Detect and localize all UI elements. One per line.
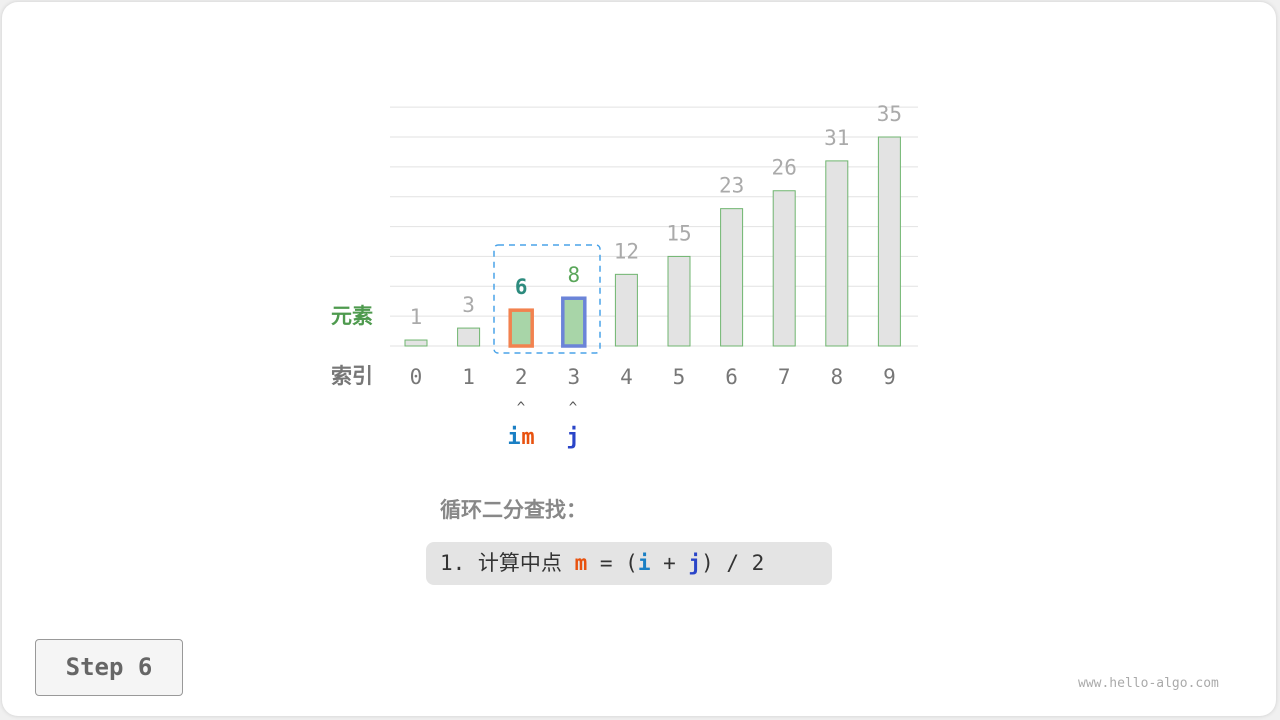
pointer-m: m bbox=[521, 425, 534, 450]
value-label-8: 31 bbox=[824, 126, 849, 150]
bar-8 bbox=[825, 160, 849, 347]
value-label-6: 23 bbox=[719, 174, 744, 198]
pointer-arrow-icon: ^ bbox=[569, 400, 577, 416]
element-row-label: 元素 bbox=[331, 304, 373, 328]
bar-3 bbox=[561, 296, 587, 348]
watermark: www.hello-algo.com bbox=[1078, 676, 1219, 691]
bar-0 bbox=[404, 339, 428, 347]
value-label-0: 1 bbox=[410, 305, 423, 329]
value-label-7: 26 bbox=[772, 156, 797, 180]
bar-6 bbox=[720, 208, 744, 347]
step-button[interactable]: Step 6 bbox=[35, 639, 183, 696]
index-label-7: 7 bbox=[778, 365, 791, 389]
search-range-box bbox=[493, 244, 601, 354]
bar-9 bbox=[877, 136, 901, 347]
bar-2 bbox=[508, 308, 534, 348]
value-label-9: 35 bbox=[877, 102, 902, 126]
index-label-5: 5 bbox=[673, 365, 686, 389]
bar-4 bbox=[614, 273, 638, 347]
code-prefix: 1. 计算中点 bbox=[440, 551, 575, 575]
pointer-arrow-icon: ^ bbox=[517, 400, 525, 416]
index-label-8: 8 bbox=[830, 365, 843, 389]
code-eq: = ( bbox=[587, 551, 638, 575]
index-row-label: 索引 bbox=[331, 364, 373, 388]
value-label-1: 3 bbox=[462, 293, 475, 317]
code-plus: + bbox=[650, 551, 689, 575]
pointer-j: j bbox=[566, 425, 579, 450]
index-label-9: 9 bbox=[883, 365, 896, 389]
code-suffix: ) / 2 bbox=[701, 551, 765, 575]
index-label-4: 4 bbox=[620, 365, 633, 389]
bar-1 bbox=[457, 327, 481, 347]
code-j: j bbox=[688, 551, 702, 575]
value-label-4: 12 bbox=[614, 239, 639, 263]
bar-5 bbox=[667, 255, 691, 347]
value-label-3: 8 bbox=[567, 263, 580, 287]
bar-7 bbox=[772, 190, 796, 347]
index-label-2: 2 bbox=[515, 365, 528, 389]
code-m: m bbox=[574, 551, 588, 575]
index-label-0: 0 bbox=[410, 365, 423, 389]
code-step: 1. 计算中点 m = (i + j) / 2 bbox=[426, 542, 832, 585]
section-title: 循环二分查找： bbox=[440, 498, 587, 522]
index-label-1: 1 bbox=[462, 365, 475, 389]
pointer-i: i bbox=[507, 425, 520, 450]
code-i: i bbox=[637, 551, 651, 575]
index-label-6: 6 bbox=[725, 365, 738, 389]
value-label-5: 15 bbox=[666, 221, 691, 245]
value-label-2: 6 bbox=[515, 275, 528, 299]
index-label-3: 3 bbox=[567, 365, 580, 389]
